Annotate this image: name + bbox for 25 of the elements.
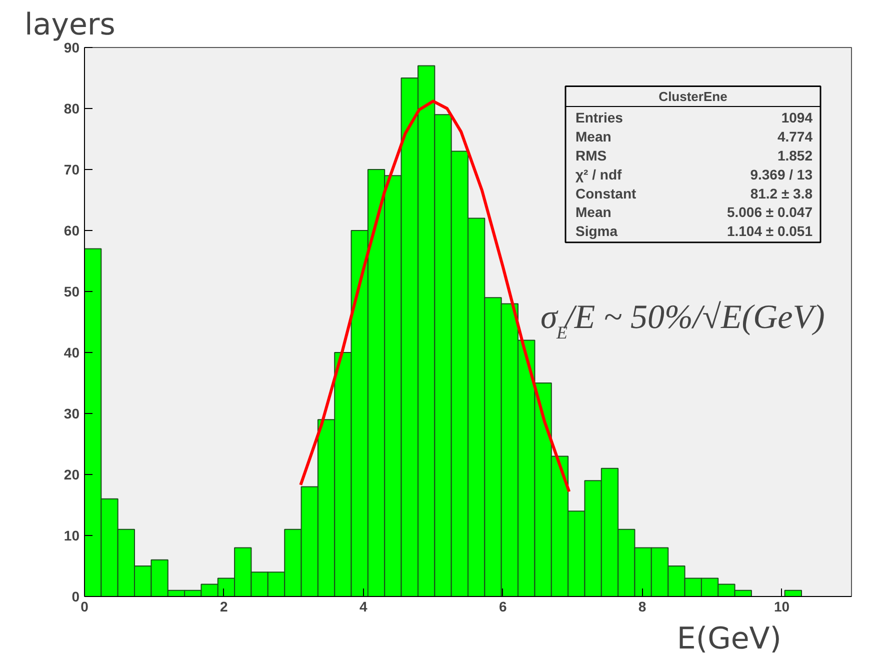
y-tick-label: 30 [64,406,80,422]
y-tick-label: 40 [64,344,80,360]
text: Mean 5.006 ± 0.047 [576,204,812,220]
y-tick-label: 70 [64,162,80,178]
text: Mean 4.774 [576,128,813,145]
text: Sigma 1.104 ± 0.051 [576,223,812,240]
y-tick-label: 60 [64,222,80,238]
y-tick-label: 20 [64,466,80,482]
y-tick-label: 50 [64,284,80,300]
x-tick-label: 6 [498,598,507,614]
text: layers [24,8,116,42]
y-tick-label: 90 [64,40,80,56]
text: χ² / ndf 9.369 / 13 [576,166,813,182]
text: Entries 1094 [576,110,813,126]
x-tick-label: 8 [638,598,646,614]
x-axis-title: E(GeV) [676,622,782,656]
text: RMS 1.852 [576,148,813,164]
y-tick-label: 10 [64,528,80,544]
y-tick-label: 80 [64,100,80,116]
x-tick-label: 2 [220,598,228,614]
y-tick-label: 0 [72,588,80,604]
x-tick-label: 4 [360,598,368,614]
text: Constant 81.2 ± 3.8 [576,185,813,202]
annotation: ClusterEne [658,88,728,104]
x-tick-label: 10 [774,598,790,614]
